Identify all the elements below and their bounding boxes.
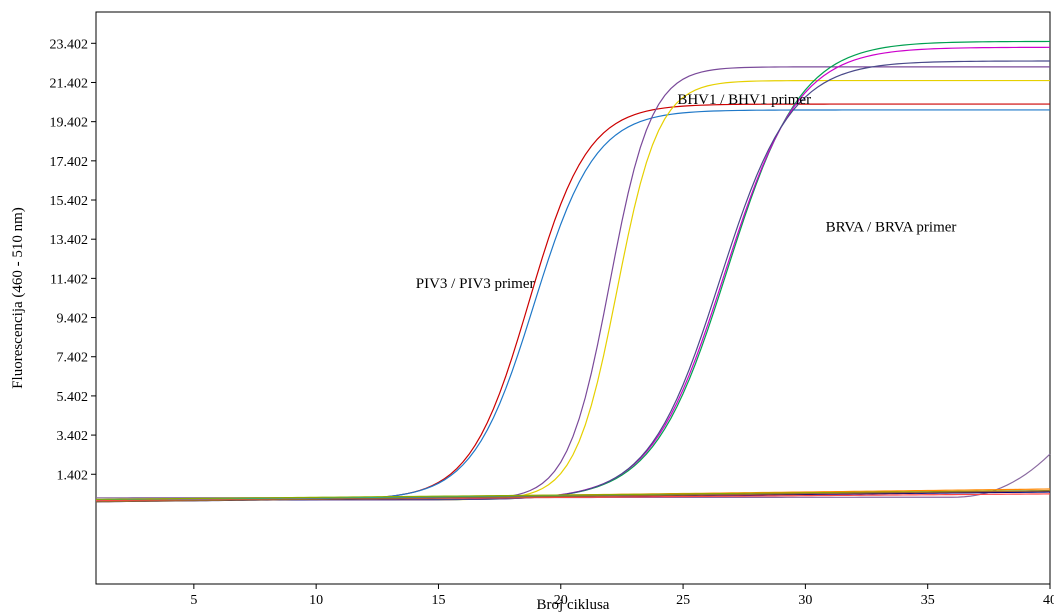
series-line-14	[95, 490, 1051, 503]
annotation-label: BRVA / BRVA primer	[826, 219, 957, 235]
series-layer	[95, 40, 1051, 503]
x-axis-title: Broj ciklusa	[537, 597, 610, 612]
y-tick-label: 21.402	[50, 76, 89, 91]
x-tick-label: 15	[431, 593, 445, 608]
annotation-layer: BHV1 / BHV1 primer BRVA / BRVA primer PIV3…	[416, 92, 957, 292]
x-tick-label: 20	[554, 593, 568, 608]
y-tick-label: 19.402	[50, 116, 89, 131]
x-axis: 5 10 15 20 25 30 35 40	[190, 584, 1054, 608]
y-tick-label: 15.402	[50, 194, 89, 209]
x-tick-label: 25	[676, 593, 690, 608]
x-tick-label: 10	[309, 593, 323, 608]
x-tick-label: 35	[921, 593, 935, 608]
y-tick-label: 1.402	[57, 468, 89, 483]
plot-area	[95, 11, 1051, 585]
x-tick-label: 5	[190, 593, 197, 608]
y-tick-label: 13.402	[50, 233, 89, 248]
series-line-12	[95, 489, 1051, 500]
y-tick-label: 5.402	[57, 390, 89, 405]
y-tick-label: 3.402	[57, 429, 89, 444]
y-axis: 1.402 3.402 5.402 7.402 9.402 11.402 13.402 15.…	[50, 37, 96, 483]
annotation-label: PIV3 / PIV3 primer	[416, 276, 535, 292]
y-tick-label: 17.402	[50, 155, 89, 170]
y-axis-title: Fluorescencija (460 - 510 nm)	[10, 207, 26, 389]
x-tick-label: 40	[1043, 593, 1054, 608]
y-tick-label: 11.402	[50, 272, 88, 287]
y-tick-label: 9.402	[57, 312, 89, 327]
y-tick-label: 7.402	[57, 351, 89, 366]
x-tick-label: 30	[798, 593, 812, 608]
y-tick-label: 23.402	[50, 37, 89, 52]
annotation-label: BHV1 / BHV1 primer	[677, 92, 811, 108]
